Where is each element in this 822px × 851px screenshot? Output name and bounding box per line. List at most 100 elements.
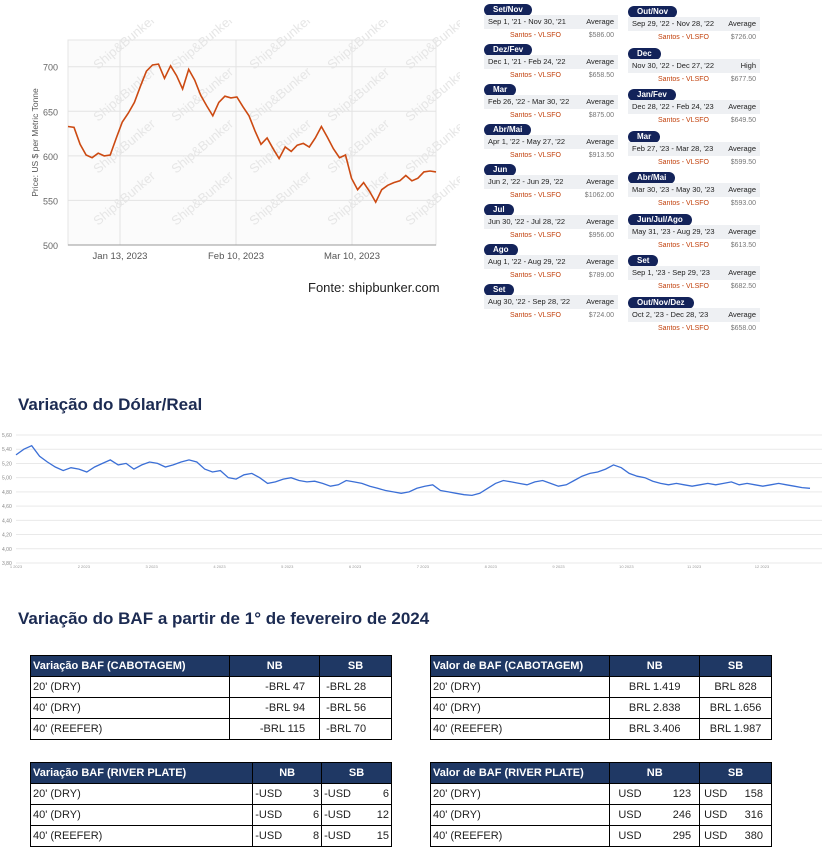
period-row: Jun 2, '22 - Jun 29, '22 Average xyxy=(484,175,618,189)
period-card: Jul Jun 30, '22 - Jul 28, '22 Average Santo… xyxy=(484,204,618,244)
period-card: Out/Nov/Dez Oct 2, '23 - Dec 28, '23 Avera… xyxy=(628,296,760,337)
table-header: Variação BAF (RIVER PLATE) xyxy=(29,762,254,784)
baf-section-title: Variação do BAF a partir de 1° de fevere… xyxy=(18,609,430,628)
amount: 6 xyxy=(382,788,389,800)
period-label: Mar xyxy=(484,84,517,96)
period-range: Feb 27, '23 - Mar 28, '23 xyxy=(632,143,714,153)
cell-nb: -USD 3 xyxy=(252,783,322,805)
table-row: 40' (DRY) -USD 6 -USD 12 xyxy=(29,804,392,826)
y-tick-label: 5,60 xyxy=(2,433,12,439)
period-label: Dez/Fev xyxy=(484,44,533,56)
price-value: $875.00 xyxy=(588,112,614,119)
period-stat: Average xyxy=(586,97,614,106)
period-stat: Average xyxy=(728,19,756,28)
cell-sb: USD 316 xyxy=(699,804,772,826)
cell-sb: -BRL 28 xyxy=(319,676,392,698)
period-row: Sep 1, '23 - Sep 29, '23 Average xyxy=(628,266,760,280)
column-nb: NB xyxy=(609,655,701,677)
period-stat: Average xyxy=(728,143,756,153)
y-tick-label: 550 xyxy=(43,196,58,206)
y-tick-label: 4,60 xyxy=(2,504,12,510)
period-row: Mar 30, '23 - May 30, '23 Average xyxy=(628,183,760,197)
amount: 246 xyxy=(672,809,692,821)
table-row: 40' (REEFER) -BRL 115 -BRL 70 xyxy=(29,718,392,740)
period-card: Dec Nov 30, '22 - Dec 27, '22 High Santos -… xyxy=(628,47,760,88)
period-row: Jun 30, '22 - Jul 28, '22 Average xyxy=(484,215,618,229)
period-range: Jun 30, '22 - Jul 28, '22 xyxy=(488,217,566,226)
column-sb: SB xyxy=(319,655,392,677)
x-tick-label: 6 2023 xyxy=(349,564,362,569)
table-row: 40' (REEFER) -USD 8 -USD 15 xyxy=(29,825,392,847)
period-label: Mar xyxy=(628,130,661,143)
cell-nb: -BRL 94 xyxy=(229,697,320,719)
cell-nb: -BRL 115 xyxy=(229,718,320,740)
cell-type: 20' (DRY) xyxy=(429,676,610,698)
currency: USD xyxy=(704,809,728,821)
cell-sb: -USD 12 xyxy=(321,804,392,826)
period-label: Abr/Mai xyxy=(628,172,676,184)
cell-nb: -BRL 47 xyxy=(229,676,320,698)
price-value: $658.00 xyxy=(730,324,756,332)
period-card: Mar Feb 27, '23 - Mar 28, '23 Average Santo… xyxy=(628,130,760,171)
cell-type: 40' (REEFER) xyxy=(29,718,230,740)
period-stat: Average xyxy=(728,226,756,236)
period-row: Sep 1, '21 - Nov 30, '21 Average xyxy=(484,15,618,29)
x-tick-label: 1 2023 xyxy=(10,564,23,569)
plot-area xyxy=(67,39,437,246)
cell-sb: -BRL 56 xyxy=(319,697,392,719)
cell-nb: BRL 2.838 xyxy=(609,697,700,719)
period-row: Dec 1, '21 - Feb 24, '22 Average xyxy=(484,55,618,69)
amount: 123 xyxy=(672,788,692,800)
x-tick-label: Feb 10, 2023 xyxy=(208,251,264,262)
currency: USD xyxy=(618,830,642,842)
table-row: 20' (DRY) -USD 3 -USD 6 xyxy=(29,783,392,805)
y-tick-label: 5,00 xyxy=(2,476,12,482)
table-row: 40' (DRY) USD 246 USD 316 xyxy=(429,804,772,826)
currency: -USD xyxy=(255,830,283,842)
amount: 295 xyxy=(672,830,692,842)
period-row: Nov 30, '22 - Dec 27, '22 High xyxy=(628,58,760,73)
period-range: Dec 1, '21 - Feb 24, '22 xyxy=(488,57,566,66)
table-row: 40' (DRY) -BRL 94 -BRL 56 xyxy=(29,697,392,719)
cell-nb: USD 246 xyxy=(609,804,700,826)
y-tick-label: 5,40 xyxy=(2,447,12,453)
period-range: Nov 30, '22 - Dec 27, '22 xyxy=(632,60,715,70)
period-stat: Average xyxy=(586,137,614,146)
period-card: Jan/Fev Dec 28, '22 - Feb 24, '23 Average S… xyxy=(628,89,760,129)
price-value: $724.00 xyxy=(588,312,614,319)
cell-nb: USD 123 xyxy=(609,783,700,805)
table-row: 40' (REEFER) USD 295 USD 380 xyxy=(429,825,772,847)
period-stat: Average xyxy=(586,217,614,226)
currency: -USD xyxy=(255,809,283,821)
port-name: Santos - VLSFO xyxy=(510,152,561,159)
y-tick-label: 600 xyxy=(43,152,58,162)
baf-table-cabotagem-valor: Valor de BAF (CABOTAGEM) NB SB 20' (DRY)… xyxy=(429,655,772,740)
period-stat: Average xyxy=(728,102,756,111)
table-row: 40' (REEFER) BRL 3.406 BRL 1.987 xyxy=(429,718,772,740)
currency: -USD xyxy=(255,788,283,800)
cell-type: 20' (DRY) xyxy=(29,783,253,805)
price-value: $586.00 xyxy=(588,32,614,39)
x-tick-label: 7 2023 xyxy=(417,564,430,569)
period-label: Jun/Jul/Ago xyxy=(628,213,692,226)
period-stat: Average xyxy=(586,17,614,26)
period-row: Sep 29, '22 - Nov 28, '22 Average xyxy=(628,17,760,31)
port-name: Santos - VLSFO xyxy=(510,232,561,239)
period-label: Out/Nov/Dez xyxy=(628,296,694,309)
port-name: Santos - VLSFO xyxy=(510,72,561,79)
cell-sb: USD 158 xyxy=(699,783,772,805)
period-label: Dec xyxy=(628,47,661,60)
period-card: Abr/Mai Apr 1, '22 - May 27, '22 Average Sa… xyxy=(484,124,618,164)
cell-type: 40' (DRY) xyxy=(429,697,610,719)
table-row: 20' (DRY) BRL 1.419 BRL 828 xyxy=(429,676,772,698)
period-range: May 31, '23 - Aug 29, '23 xyxy=(632,226,715,236)
period-row: May 31, '23 - Aug 29, '23 Average xyxy=(628,224,760,239)
table-row: 20' (DRY) USD 123 USD 158 xyxy=(429,783,772,805)
period-card: Set Sep 1, '23 - Sep 29, '23 Average Santos… xyxy=(628,255,760,295)
y-axis-label: Price: US $ per Metric Tonne xyxy=(30,88,40,197)
x-tick-label: 9 2023 xyxy=(552,564,565,569)
x-tick-label: 3 2023 xyxy=(146,564,159,569)
y-tick-label: 700 xyxy=(43,63,58,73)
y-tick-label: 4,80 xyxy=(2,490,12,496)
period-range: Sep 1, '21 - Nov 30, '21 xyxy=(488,17,566,26)
